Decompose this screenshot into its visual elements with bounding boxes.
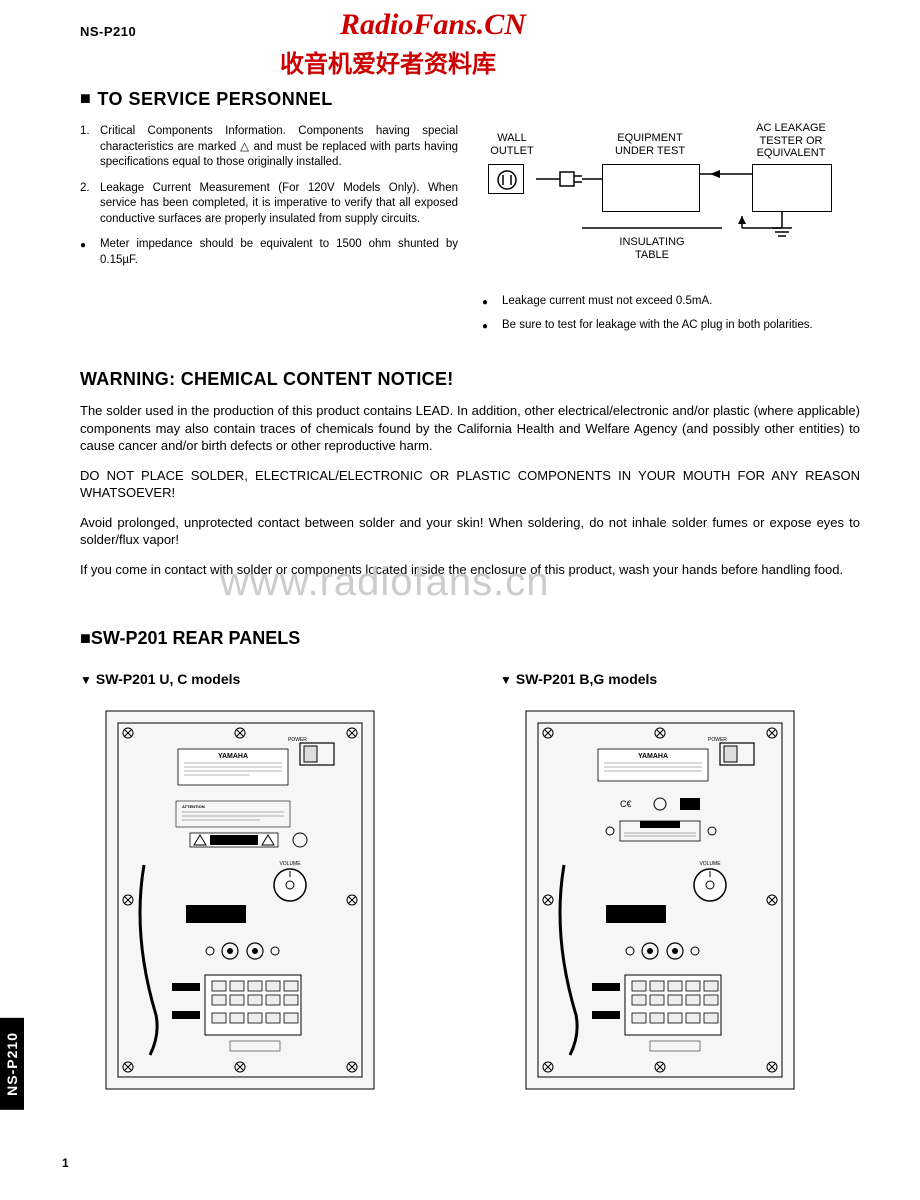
watermark-title: RadioFans.CN bbox=[340, 8, 526, 42]
rear-panel-title: ■SW-P201 REAR PANELS bbox=[80, 628, 860, 649]
section-title-text: TO SERVICE PERSONNEL bbox=[97, 89, 332, 109]
item-text: Critical Components Information. Compone… bbox=[100, 124, 458, 171]
svg-text:C€: C€ bbox=[620, 799, 632, 809]
diagram-label-wall: WALL OUTLET bbox=[482, 132, 542, 157]
panel-right-col: ▼ SW-P201 B,G models POWER YAMAHA bbox=[500, 671, 860, 1095]
page-number: 1 bbox=[62, 1156, 69, 1170]
bullet-item: ● Be sure to test for leakage with the A… bbox=[482, 318, 860, 334]
bullet-item: ● Meter impedance should be equivalent t… bbox=[80, 237, 458, 268]
side-tab: NS-P210 bbox=[0, 1018, 24, 1110]
list-item: 2. Leakage Current Measurement (For 120V… bbox=[80, 181, 458, 228]
svg-text:VOLUME: VOLUME bbox=[279, 861, 301, 867]
panel-left-col: ▼ SW-P201 U, C models POWER bbox=[80, 671, 440, 1095]
triangle-icon: ▼ bbox=[500, 673, 512, 687]
svg-text:YAMAHA: YAMAHA bbox=[638, 753, 668, 760]
diagram-wall-outlet-box bbox=[488, 164, 524, 194]
panel-left-label: SW-P201 U, C models bbox=[96, 671, 240, 687]
triangle-icon: ▼ bbox=[80, 673, 92, 687]
list-item: 1. Critical Components Information. Comp… bbox=[80, 124, 458, 171]
bullet-text: Be sure to test for leakage with the AC … bbox=[502, 318, 860, 334]
panel-right-head: ▼ SW-P201 B,G models bbox=[500, 671, 860, 687]
bullet-icon: ● bbox=[482, 318, 502, 334]
square-bullet-icon: ■ bbox=[80, 628, 91, 648]
warning-body: The solder used in the production of thi… bbox=[80, 402, 860, 578]
item-number: 2. bbox=[80, 181, 100, 197]
watermark-subtitle: 收音机爱好者资料库 bbox=[280, 44, 496, 79]
diagram-equipment-box bbox=[602, 164, 700, 212]
diagram-label-insulating: INSULATING TABLE bbox=[612, 236, 692, 261]
warning-p2: DO NOT PLACE SOLDER, ELECTRICAL/ELECTRON… bbox=[80, 467, 860, 502]
panel-left-head: ▼ SW-P201 U, C models bbox=[80, 671, 440, 687]
rear-panel-diagram-bg: POWER YAMAHA C€ bbox=[520, 705, 800, 1095]
rear-title-text: SW-P201 REAR PANELS bbox=[91, 628, 300, 648]
warning-p1: The solder used in the production of thi… bbox=[80, 402, 860, 455]
bullet-text: Leakage current must not exceed 0.5mA. bbox=[502, 294, 860, 310]
svg-text:VOLUME: VOLUME bbox=[699, 861, 721, 867]
square-bullet-icon: ■ bbox=[80, 88, 91, 109]
diagram-label-ac: AC LEAKAGE TESTER OR EQUIVALENT bbox=[736, 122, 846, 160]
right-column: WALL OUTLET EQUIPMENT UNDER TEST AC LEAK… bbox=[482, 124, 860, 341]
diagram-label-equipment: EQUIPMENT UNDER TEST bbox=[600, 132, 700, 157]
watermark-url: www.radiofans.cn bbox=[220, 560, 549, 605]
rear-panel-diagram-uc: POWER YAMAHA ATTENTION bbox=[100, 705, 380, 1095]
bullet-icon: ● bbox=[80, 237, 100, 253]
svg-text:POWER: POWER bbox=[288, 737, 307, 743]
panel-right-label: SW-P201 B,G models bbox=[516, 671, 657, 687]
section-service-title: ■ TO SERVICE PERSONNEL bbox=[80, 89, 860, 110]
svg-text:YAMAHA: YAMAHA bbox=[218, 753, 248, 760]
diagram-tester-box bbox=[752, 164, 832, 212]
warning-p3: Avoid prolonged, unprotected contact bet… bbox=[80, 514, 860, 549]
bullet-item: ● Leakage current must not exceed 0.5mA. bbox=[482, 294, 860, 310]
bullet-text: Meter impedance should be equivalent to … bbox=[100, 237, 458, 268]
svg-text:ATTENTION: ATTENTION bbox=[182, 804, 205, 809]
bullet-icon: ● bbox=[482, 294, 502, 310]
leakage-diagram: WALL OUTLET EQUIPMENT UNDER TEST AC LEAK… bbox=[482, 124, 860, 294]
item-number: 1. bbox=[80, 124, 100, 140]
warning-title: WARNING: CHEMICAL CONTENT NOTICE! bbox=[80, 369, 860, 390]
svg-text:POWER: POWER bbox=[708, 737, 727, 743]
left-column: 1. Critical Components Information. Comp… bbox=[80, 124, 458, 341]
item-text: Leakage Current Measurement (For 120V Mo… bbox=[100, 181, 458, 228]
